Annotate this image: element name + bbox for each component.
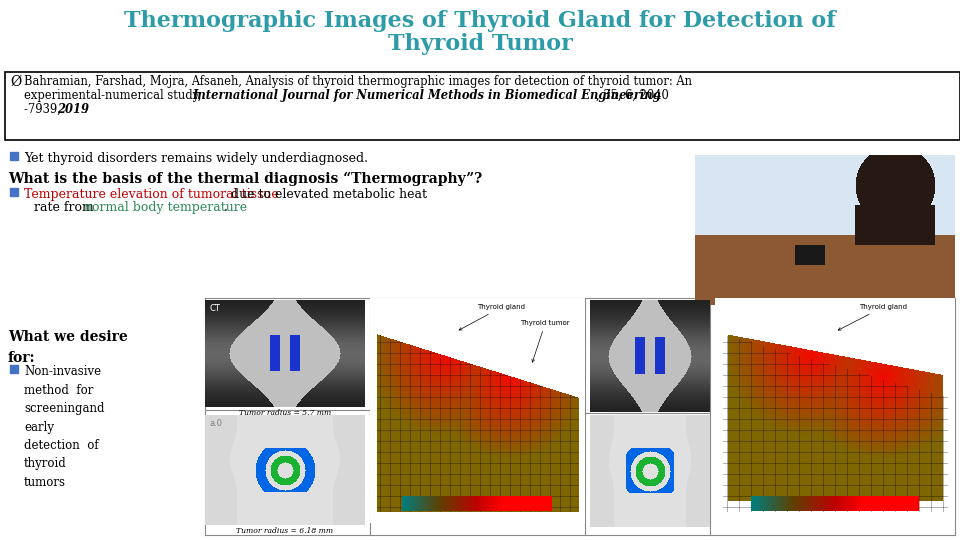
Bar [10,152,18,160]
Text: 2019: 2019 [57,103,89,116]
Text: CT: CT [210,304,221,313]
Text: Tumor radius = 5.7 mm: Tumor radius = 5.7 mm [239,409,331,417]
Text: Tumor radius = 6.18 mm: Tumor radius = 6.18 mm [236,527,333,535]
Text: Bahramian, Farshad, Mojra, Afsaneh, Analysis of thyroid thermographic images for: Bahramian, Farshad, Mojra, Afsaneh, Anal… [24,75,692,88]
Text: Non-invasive
method  for
screeningand
early
detection  of
thyroid
tumors: Non-invasive method for screeningand ear… [24,365,105,489]
Text: What we desire
for:: What we desire for: [8,330,128,364]
Text: .: . [224,201,228,214]
Text: What is the basis of the thermal diagnosis “Thermography”?: What is the basis of the thermal diagnos… [8,172,482,186]
FancyBboxPatch shape [5,72,960,140]
Text: experimental-numerical study,: experimental-numerical study, [24,89,205,102]
Text: normal body temperature: normal body temperature [84,201,247,214]
Text: Thyroid tumor: Thyroid tumor [520,320,570,362]
Text: due to elevated metabolic heat: due to elevated metabolic heat [227,188,427,201]
Text: Thyroid gland: Thyroid gland [838,304,907,330]
Bar [10,365,18,373]
Text: a.0: a.0 [210,419,223,428]
Text: Yet thyroid disorders remains widely underdiagnosed.: Yet thyroid disorders remains widely und… [24,152,368,165]
Text: Ø: Ø [10,75,21,89]
Text: Temperature elevation of tumoral tissue: Temperature elevation of tumoral tissue [24,188,278,201]
Text: Thyroid gland: Thyroid gland [459,304,525,330]
Text: , 35, 6, 2040: , 35, 6, 2040 [596,89,669,102]
Text: Thermographic Images of Thyroid Gland for Detection of: Thermographic Images of Thyroid Gland fo… [124,10,836,32]
Text: .: . [84,103,87,116]
Text: rate from: rate from [34,201,98,214]
Text: -7939,: -7939, [24,103,64,116]
Text: Thyroid Tumor: Thyroid Tumor [388,33,572,55]
Bar [10,188,18,196]
Text: International Journal for Numerical Methods in Biomedical Engineering: International Journal for Numerical Meth… [192,89,660,102]
